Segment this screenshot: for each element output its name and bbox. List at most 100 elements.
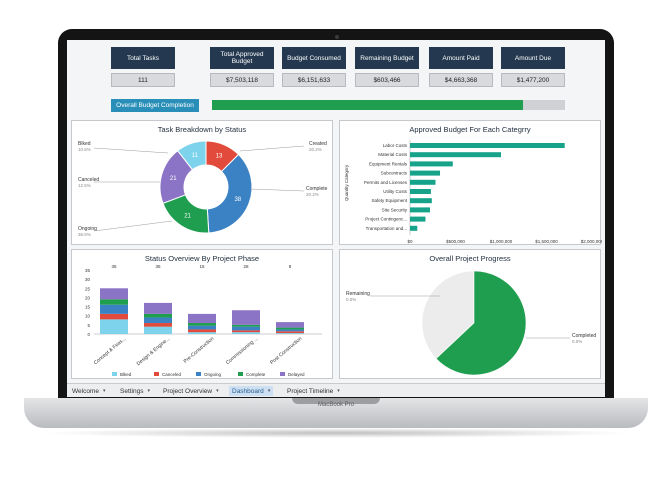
overall-budget-track [212, 100, 565, 110]
stack-segment-complete [144, 313, 172, 318]
stack-segment-complete [232, 324, 260, 327]
task-breakdown-title: Task Breakdown by Status [157, 125, 247, 134]
label-ongoing-text: Ongoing [78, 226, 97, 232]
stack-y-tick: 35 [85, 268, 91, 273]
tab-settings-label: Settings [120, 387, 144, 395]
kpi-amount-paid-value: $4,663,368 [429, 73, 493, 87]
donut-value-blked: 11 [192, 153, 199, 159]
hbar-x-tick: $1,000,000 [490, 239, 513, 244]
kpi-total-tasks-value: 111 [111, 73, 175, 87]
donut-value-canceled: 13 [216, 154, 223, 160]
legend-label-canceled: Canceled 12.5% [78, 178, 99, 189]
tab-project-timeline[interactable]: Project Timeline ▾ [284, 386, 343, 396]
stack-segment-complete [276, 327, 304, 330]
label-created-text: Created [309, 141, 327, 147]
stack-segment-ongoing [188, 325, 216, 330]
kpi-amount-due-value: $1,477,200 [501, 73, 565, 87]
kpi-total-tasks-title: Total Tasks [111, 47, 175, 69]
stack-segment-ongoing [232, 326, 260, 331]
stack-total-label: 8 [289, 264, 292, 269]
donut-value-ongoing: 38 [234, 197, 241, 203]
stack-segment-complete [100, 299, 128, 305]
approved-budget-title: Approved Budget For Each Categrry [409, 125, 531, 134]
stack-category-label: Design & Engine... [136, 336, 172, 367]
project-progress-title: Overall Project Progress [429, 254, 511, 263]
hbar-category-label: Project Contingenc... [365, 217, 407, 222]
label-completed-pct: 0.0% [572, 339, 583, 344]
hbar-bar-4 [410, 179, 436, 185]
stack-category-label: Concept & Feas... [93, 336, 128, 366]
stack-y-tick: 0 [87, 332, 90, 337]
label-canceled-text: Canceled [78, 177, 100, 183]
label-remaining-pct: 0.0% [346, 297, 357, 302]
kpi-approved-budget-value: $7,503,118 [210, 73, 274, 87]
kpi-budget-consumed-title: Budget Consumed [282, 47, 346, 69]
kpi-budget-consumed-value: $6,151,633 [282, 73, 346, 87]
stack-segment-canceled [188, 329, 216, 333]
stack-segment-delayed [144, 302, 172, 314]
hbar-category-label: Site Security [382, 207, 408, 212]
caret-down-icon: ▾ [337, 388, 340, 394]
stack-y-tick: 25 [85, 286, 91, 291]
stack-segment-canceled [144, 323, 172, 327]
caret-down-icon: ▾ [267, 388, 271, 394]
status-overview-chart: 0 5 10 15 20 25 30 35 35 Concept & Feas... 35 Desig… [85, 264, 322, 377]
stack-segment-delayed [100, 288, 128, 300]
device-label: MacBook Pro [317, 402, 354, 408]
stack-category-label: Post Construction [269, 336, 303, 366]
label-blked-pct: 10.5% [78, 147, 91, 152]
project-progress-pie [370, 270, 570, 376]
stack-segment-delayed [232, 310, 260, 325]
tab-dashboard[interactable]: Dashboard ▾ [229, 386, 274, 396]
task-breakdown-panel: Task Breakdown by Status 11 13 38 21 21 Blke… [71, 120, 333, 245]
donut-hole [184, 165, 228, 209]
stack-y-tick: 20 [85, 295, 91, 300]
stack-segment-ongoing [100, 304, 128, 314]
donut-leader-line-3 [249, 188, 305, 192]
label-canceled-pct: 12.5% [78, 183, 91, 188]
tab-project-overview[interactable]: Project Overview ▾ [160, 386, 222, 396]
stack-segment-blked [276, 333, 304, 334]
stack-segment-blked [188, 332, 216, 334]
stack-legend-label-ongoing: Ongoing [204, 372, 222, 377]
stack-total-label: 15 [199, 264, 205, 269]
hbar-category-label: Permits and Licenses [364, 180, 408, 185]
label-remaining-text: Remaining [346, 291, 370, 297]
donut-leader-line-4 [239, 145, 305, 152]
stack-category-label: Pre-Construction [183, 336, 216, 365]
donut-value-created: 21 [170, 176, 177, 182]
stack-segment-ongoing [144, 317, 172, 324]
laptop-base: MacBook Pro [24, 398, 648, 428]
label-completed: Completed 0.0% [572, 334, 596, 345]
stack-y-tick: 30 [85, 277, 91, 282]
hbar-category-label: Labor Costs [383, 143, 408, 148]
stack-segment-blked [232, 332, 260, 334]
laptop-shadow [40, 428, 632, 438]
hbar-bar-2 [410, 161, 453, 167]
tab-dashboard-label: Dashboard [232, 387, 264, 395]
caret-down-icon: ▾ [216, 388, 219, 394]
label-completed-text: Completed [572, 333, 597, 339]
donut-leader-line-0 [93, 147, 169, 154]
label-complete-pct: 20.2% [306, 192, 319, 197]
donut-leader-line-2 [93, 220, 173, 232]
legend-label-created: Created 20.2% [309, 142, 327, 153]
stack-legend-swatch-delayed [280, 372, 285, 376]
tab-welcome-label: Welcome [72, 387, 99, 395]
dashboard-screen: Total Tasks 111 Total Approved Budget $7… [67, 40, 605, 397]
legend-label-ongoing: Ongoing 36.5% [78, 227, 97, 238]
hbar-bar-6 [410, 198, 432, 204]
label-ongoing-pct: 36.5% [78, 232, 91, 237]
tab-welcome[interactable]: Welcome ▾ [69, 386, 109, 396]
stack-legend-swatch-complete [238, 372, 243, 376]
donut-value-complete: 21 [184, 214, 191, 220]
stack-legend-label-complete: Complete [246, 372, 266, 377]
stack-y-tick: 15 [85, 305, 91, 310]
tab-settings[interactable]: Settings ▾ [117, 386, 153, 396]
kpi-approved-budget-title: Total Approved Budget [210, 47, 274, 69]
label-complete-text: Complete [306, 186, 328, 192]
hbar-category-label: Safety Equipment [371, 198, 407, 203]
pie-slice-remaining [421, 270, 475, 360]
hbar-bar-7 [410, 207, 431, 213]
stack-total-label: 35 [111, 264, 117, 269]
